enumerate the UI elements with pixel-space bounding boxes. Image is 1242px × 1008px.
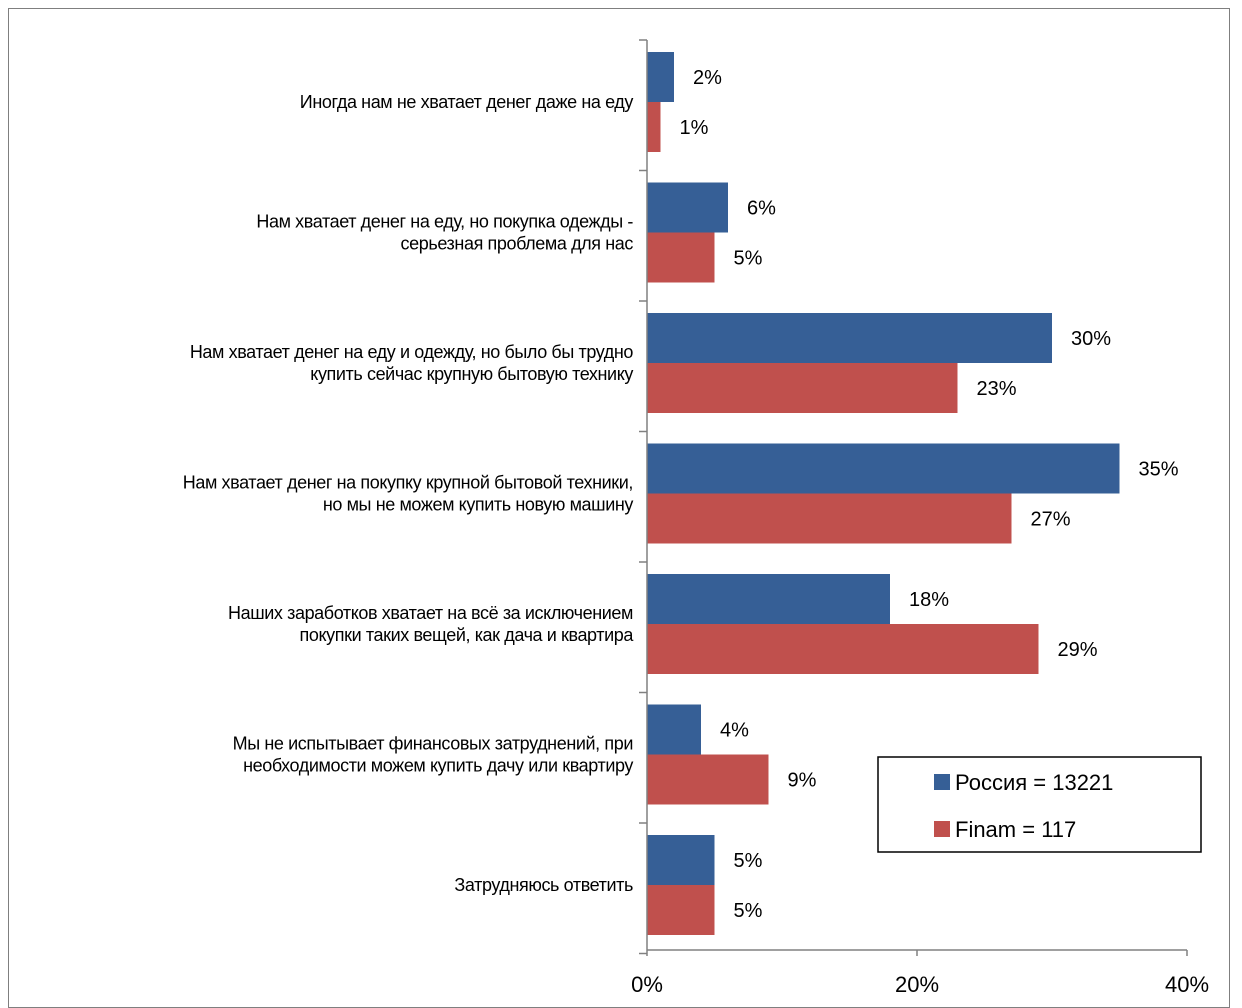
data-label: 5% [734, 850, 763, 872]
bar-russia [647, 574, 890, 624]
category-labels-group: Иногда нам не хватает денег даже на еду Н… [183, 92, 635, 895]
data-label: 27% [1031, 509, 1071, 531]
legend-entry: Россия = 13221 [955, 770, 1113, 795]
legend: Россия = 13221 Finam = 117 [877, 756, 1202, 853]
bar-russia [647, 182, 728, 233]
bar-finam [647, 493, 1012, 544]
category-label-line: Мы не испытывает финансовых затруднений,… [233, 734, 633, 754]
data-label: 5% [734, 900, 763, 922]
category-label-line: Нам хватает денег на еду и одежду, но бы… [190, 342, 634, 362]
bar-russia [647, 52, 674, 102]
x-tick-label: 40% [1165, 972, 1209, 997]
x-tick-label: 20% [895, 972, 939, 997]
category-label: Нам хватает денег на еду, но покупка оде… [256, 212, 633, 254]
legend-swatch [934, 774, 950, 790]
category-label: Нам хватает денег на еду и одежду, но бы… [190, 342, 634, 384]
bars-group: 2% 1% 6% 5% 30% 23% 35% 27% 18% 29% 4% 9% 5% 5% [647, 52, 1179, 935]
data-label: 5% [734, 248, 763, 270]
category-label-line: Затрудняюсь ответить [454, 875, 633, 895]
legend-swatch [934, 821, 950, 837]
data-label: 2% [693, 67, 722, 89]
data-label: 4% [720, 720, 749, 742]
bar-russia [647, 835, 715, 885]
data-label: 35% [1139, 459, 1179, 481]
category-label-line: необходимости можем купить дачу или квар… [243, 756, 633, 776]
category-label: Наших заработков хватает на всё за исклю… [228, 603, 634, 645]
bar-finam [647, 102, 661, 152]
category-label-line: Нам хватает денег на покупку крупной быт… [183, 473, 633, 493]
bar-finam [647, 754, 769, 805]
category-label-line: купить сейчас крупную бытовую технику [310, 364, 633, 384]
data-label: 18% [909, 589, 949, 611]
data-label: 1% [680, 117, 709, 139]
axes-group: 0% 20% 40% [631, 39, 1209, 997]
bar-finam [647, 624, 1039, 674]
bar-finam [647, 232, 715, 283]
category-label-line: серьезная проблема для нас [401, 234, 634, 254]
category-label-line: Нам хватает денег на еду, но покупка оде… [256, 212, 633, 232]
data-label: 9% [788, 770, 817, 792]
data-label: 30% [1071, 328, 1111, 350]
data-label: 23% [977, 378, 1017, 400]
bar-russia [647, 443, 1120, 494]
category-label: Затрудняюсь ответить [454, 875, 633, 895]
category-label-line: Иногда нам не хватает денег даже на еду [300, 92, 634, 112]
x-tick-label: 0% [631, 972, 663, 997]
category-label: Иногда нам не хватает денег даже на еду [300, 92, 634, 112]
bar-finam [647, 885, 715, 935]
bar-russia [647, 313, 1052, 363]
data-label: 29% [1058, 639, 1098, 661]
category-label-line: покупки таких вещей, как дача и квартира [300, 625, 635, 645]
legend-box [877, 756, 1202, 853]
category-label-line: Наших заработков хватает на всё за исклю… [228, 603, 633, 623]
legend-entry: Finam = 117 [955, 817, 1076, 842]
category-label: Мы не испытывает финансовых затруднений,… [233, 734, 634, 776]
data-label: 6% [747, 198, 776, 220]
bar-finam [647, 363, 958, 413]
category-label-line: но мы не можем купить новую машину [323, 495, 634, 515]
category-label: Нам хватает денег на покупку крупной быт… [183, 473, 634, 515]
bar-russia [647, 704, 701, 755]
